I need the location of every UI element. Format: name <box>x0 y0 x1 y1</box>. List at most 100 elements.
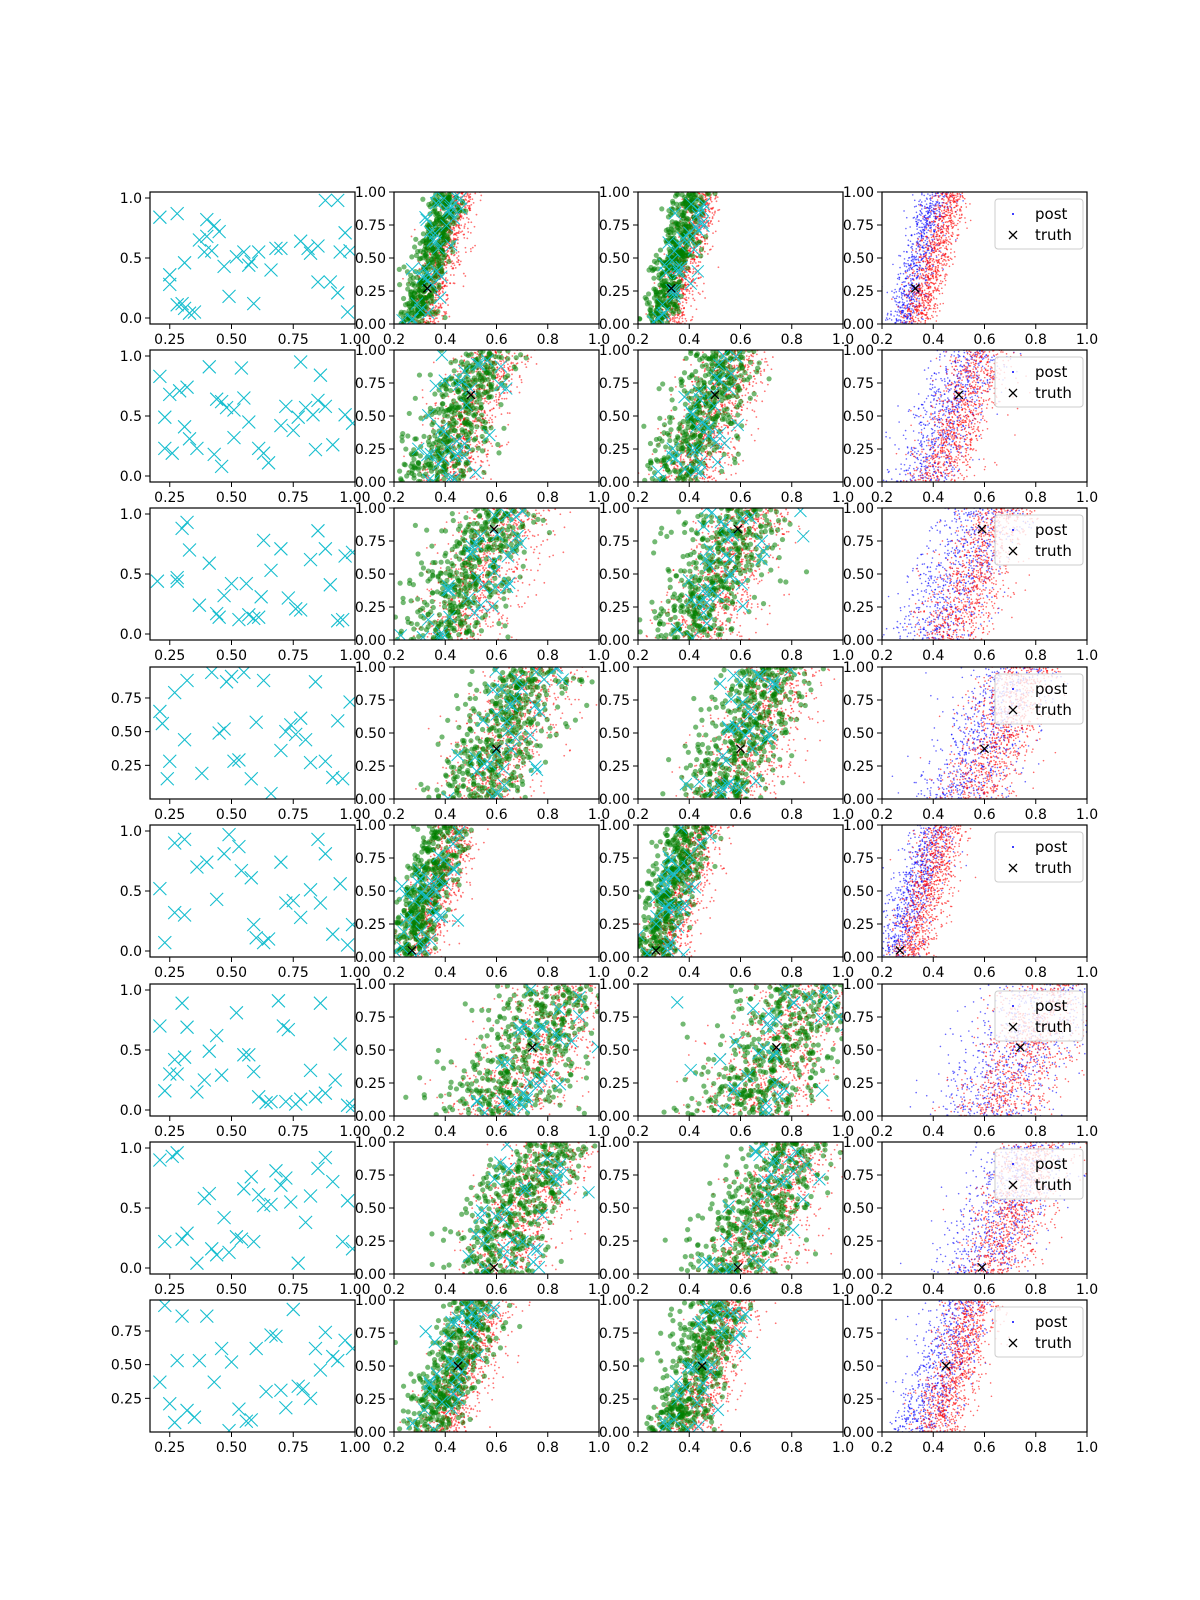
posterior-point <box>512 362 514 364</box>
posterior-point <box>497 373 500 376</box>
posterior-point <box>460 224 463 227</box>
posterior-point <box>926 316 929 319</box>
posterior-point <box>947 240 950 243</box>
posterior-point <box>911 256 913 259</box>
posterior-point <box>475 478 478 481</box>
posterior-point <box>443 285 446 288</box>
posterior-point <box>711 216 714 218</box>
posterior-point <box>918 232 921 235</box>
posterior-point <box>927 268 930 271</box>
design-point <box>659 266 673 280</box>
posterior-point <box>896 314 899 316</box>
design-point <box>423 225 437 239</box>
posterior-point <box>926 301 928 303</box>
posterior-point <box>935 225 937 228</box>
posterior-point <box>926 281 929 284</box>
posterior-point <box>908 275 911 277</box>
posterior-point <box>917 295 920 298</box>
design-point <box>222 289 236 304</box>
posterior-point <box>941 230 944 233</box>
posterior-point <box>918 300 920 302</box>
posterior-point <box>691 316 694 318</box>
posterior-point <box>928 307 931 309</box>
posterior-point <box>456 236 459 239</box>
posterior-point <box>933 305 936 308</box>
posterior-point <box>945 260 947 262</box>
posterior-point <box>915 294 917 297</box>
posterior-point <box>890 313 892 315</box>
posterior-point <box>957 228 959 231</box>
posterior-point <box>923 295 926 298</box>
posterior-point <box>459 231 462 234</box>
posterior-point <box>917 319 920 322</box>
posterior-point <box>909 240 912 243</box>
posterior-point <box>899 272 902 275</box>
design-point <box>340 305 355 319</box>
posterior-point <box>921 245 924 248</box>
posterior-point <box>935 235 938 238</box>
posterior-point <box>906 275 908 277</box>
posterior-point <box>950 252 952 254</box>
posterior-point <box>926 259 928 262</box>
sample-point <box>678 251 684 257</box>
posterior-point <box>948 196 950 198</box>
sample-point <box>396 266 402 272</box>
posterior-point <box>901 301 904 303</box>
posterior-point <box>445 263 448 266</box>
posterior-point <box>455 246 458 249</box>
posterior-point <box>927 302 930 304</box>
posterior-point <box>688 292 691 295</box>
posterior-point <box>691 279 693 282</box>
posterior-point <box>673 320 676 323</box>
posterior-point <box>937 273 939 276</box>
posterior-point <box>885 317 888 319</box>
posterior-point <box>954 206 956 209</box>
posterior-point <box>711 223 714 225</box>
posterior-point <box>673 319 676 322</box>
posterior-point <box>914 316 917 319</box>
design-point <box>308 442 323 457</box>
posterior-point <box>903 301 906 304</box>
posterior-point <box>929 216 931 219</box>
sample-point <box>411 244 418 250</box>
posterior-point <box>928 304 931 307</box>
posterior-point <box>693 260 696 263</box>
axes-frame <box>149 349 356 483</box>
posterior-point <box>915 251 917 253</box>
design-point <box>444 238 458 252</box>
posterior-point <box>694 262 697 264</box>
y-tick-label: 1.00 <box>843 185 874 201</box>
sample-point <box>428 200 435 206</box>
legend-post-label: post <box>1035 205 1068 223</box>
posterior-point <box>712 232 714 234</box>
posterior-point <box>911 194 914 196</box>
posterior-point <box>920 230 923 233</box>
posterior-point <box>969 219 972 222</box>
posterior-point <box>441 302 444 305</box>
posterior-point <box>658 287 661 290</box>
posterior-point <box>919 199 921 201</box>
posterior-point <box>944 202 947 205</box>
posterior-point <box>933 242 936 244</box>
design-point <box>396 313 409 324</box>
posterior-point <box>944 275 946 278</box>
design-point <box>152 369 167 384</box>
design-point <box>313 368 328 383</box>
posterior-point <box>459 260 462 263</box>
sample-point <box>420 196 426 202</box>
posterior-point <box>689 278 692 280</box>
posterior-point <box>930 294 933 297</box>
posterior-point <box>906 300 908 302</box>
sample-point <box>405 281 412 287</box>
sample-point <box>642 295 648 301</box>
design-point <box>405 262 419 276</box>
posterior-point <box>907 263 909 265</box>
posterior-point <box>463 225 466 228</box>
posterior-point <box>920 269 923 271</box>
posterior-point <box>935 256 938 258</box>
posterior-point <box>909 266 912 269</box>
posterior-point <box>946 221 949 223</box>
posterior-point <box>459 370 462 373</box>
posterior-point <box>934 243 936 246</box>
design-point <box>410 297 424 310</box>
